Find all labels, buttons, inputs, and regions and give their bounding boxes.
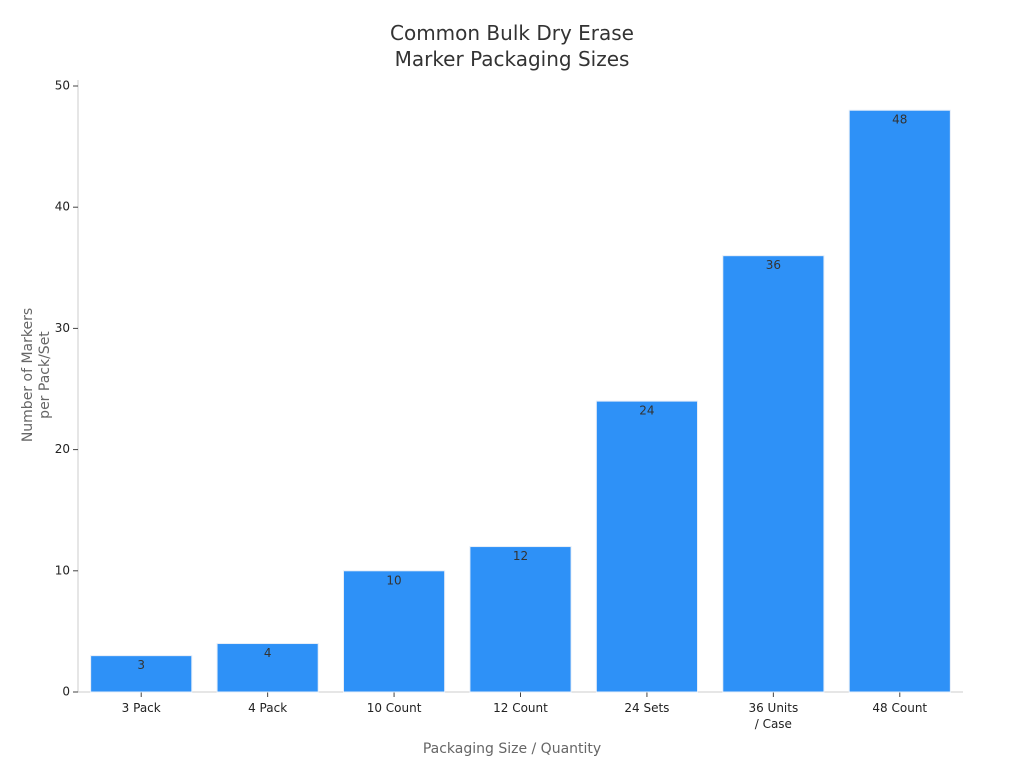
data-label: 3 <box>137 658 145 672</box>
data-label: 24 <box>639 404 654 418</box>
chart-title: Common Bulk Dry Erase Marker Packaging S… <box>390 21 634 71</box>
x-tick-label: 12 Count <box>493 701 548 715</box>
x-tick-label: 4 Pack <box>248 701 288 715</box>
y-tick-label: 30 <box>55 321 70 335</box>
bar <box>343 570 446 693</box>
y-tick-label: 20 <box>55 442 70 456</box>
y-tick-label: 10 <box>55 563 70 577</box>
bar <box>469 546 572 693</box>
data-label: 48 <box>892 113 907 127</box>
y-tick-label: 50 <box>55 79 70 93</box>
y-tick-label: 0 <box>62 685 70 699</box>
bar <box>722 255 825 693</box>
data-label: 10 <box>386 573 401 587</box>
data-label: 4 <box>264 646 272 660</box>
bar <box>595 400 698 693</box>
x-axis-label: Packaging Size / Quantity <box>422 741 602 757</box>
y-axis-label: Number of Markers per Pack/Set <box>20 307 53 443</box>
data-label: 36 <box>766 258 781 272</box>
x-tick-label: 36 Units / Case <box>748 701 799 731</box>
data-label: 12 <box>513 549 528 563</box>
bar <box>848 109 951 693</box>
bar <box>90 655 193 693</box>
x-tick-label: 48 Count <box>872 701 928 715</box>
x-tick-label: 10 Count <box>366 701 422 715</box>
y-tick-label: 40 <box>55 200 70 214</box>
bar <box>216 643 319 693</box>
x-tick-label: 3 Pack <box>121 701 161 715</box>
x-tick-label: 24 Sets <box>624 701 670 715</box>
